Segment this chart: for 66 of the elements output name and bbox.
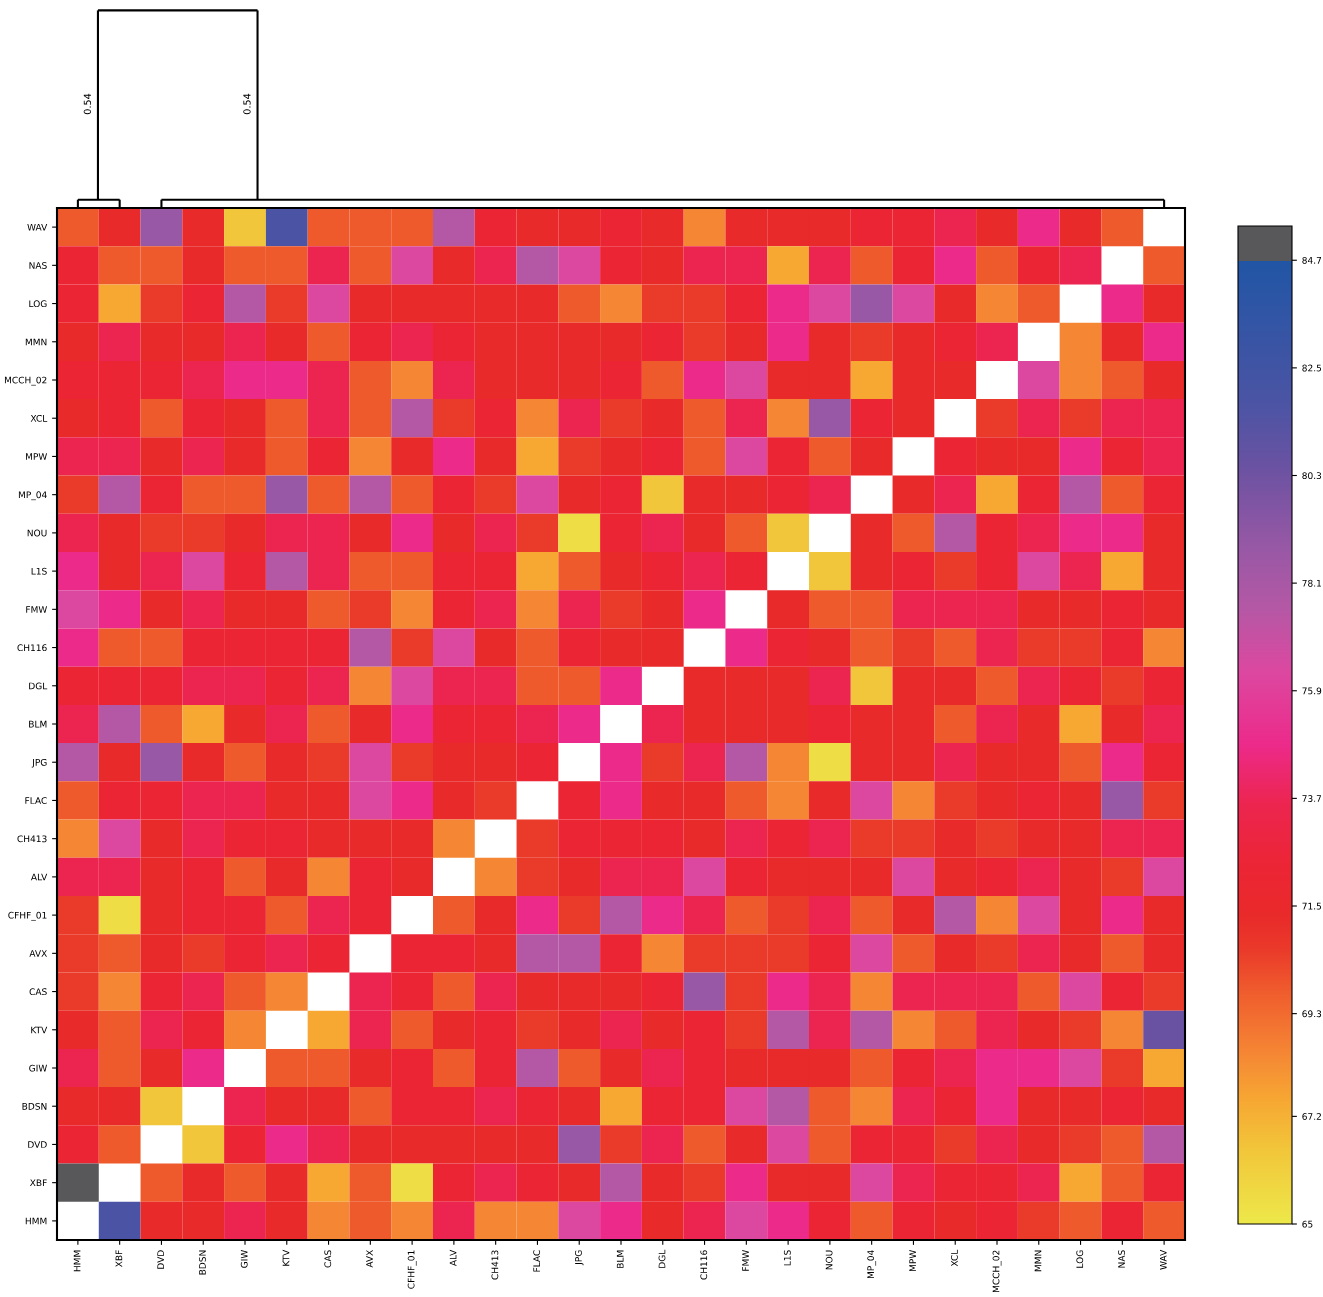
color-bar-label: 84.7 bbox=[1302, 256, 1322, 264]
color-bar-label: 67.2 bbox=[1302, 1113, 1321, 1120]
x-tick-label: FMW bbox=[742, 1250, 749, 1271]
x-tick-label: LOG bbox=[1076, 1250, 1084, 1268]
y-tick-label: XBF bbox=[29, 1179, 47, 1187]
x-tick-label: HMM bbox=[73, 1250, 81, 1272]
y-tick-label: L1S bbox=[31, 567, 47, 575]
y-tick-label: CFHF_01 bbox=[8, 911, 47, 921]
x-tick-label: MPW bbox=[909, 1250, 916, 1271]
x-tick-label: L1S bbox=[783, 1250, 791, 1266]
x-tick-label: DVD bbox=[157, 1250, 164, 1269]
y-tick-label: MP_04 bbox=[18, 491, 47, 501]
x-tick-label: XCL bbox=[951, 1249, 958, 1267]
text: 0.54 bbox=[83, 93, 92, 115]
color-bar-label: 73.7 bbox=[1302, 795, 1322, 802]
y-tick-label: DGL bbox=[29, 682, 48, 690]
x-tick-label: AVX bbox=[366, 1250, 373, 1268]
y-tick-label: AVX bbox=[29, 950, 47, 957]
x-tick-label: NAS bbox=[1118, 1250, 1125, 1268]
y-tick-label: JPG bbox=[31, 758, 47, 768]
x-tick-label: WAV bbox=[1160, 1249, 1167, 1270]
y-tick-label: NOU bbox=[27, 529, 47, 537]
y-tick-label: HMM bbox=[25, 1217, 47, 1225]
x-tick-label: CFHF_01 bbox=[407, 1250, 417, 1289]
x-tick-label: XBF bbox=[115, 1250, 123, 1268]
x-tick-label: ALV bbox=[449, 1249, 457, 1267]
color-bar-label: 78.1 bbox=[1302, 579, 1321, 587]
x-tick-label: KTV bbox=[282, 1249, 290, 1266]
y-tick-label: WAV bbox=[27, 223, 48, 231]
y-tick-label: CH413 bbox=[17, 835, 47, 843]
text: 0.54 bbox=[243, 93, 251, 115]
y-tick-label: FMW bbox=[26, 606, 47, 613]
x-tick-label: BLM bbox=[616, 1250, 624, 1268]
x-tick-label: FLAC bbox=[533, 1250, 541, 1272]
y-tick-label: FLAC bbox=[25, 797, 47, 804]
color-bar-label: 65 bbox=[1302, 1220, 1313, 1228]
y-tick-label: MCCH_02 bbox=[4, 376, 47, 386]
x-tick-label: CAS bbox=[324, 1250, 332, 1268]
color-bar-label: 80.3 bbox=[1302, 472, 1322, 480]
x-tick-label: DGL bbox=[658, 1249, 666, 1268]
y-tick-label: DVD bbox=[28, 1141, 47, 1148]
y-tick-label: MMN bbox=[25, 338, 47, 346]
y-tick-label: NAS bbox=[29, 262, 47, 269]
y-tick-label: BDSN bbox=[22, 1102, 47, 1110]
x-tick-label: CH116 bbox=[700, 1250, 708, 1280]
x-tick-label: NOU bbox=[825, 1250, 833, 1270]
x-tick-label: JPG bbox=[575, 1250, 584, 1266]
color-bar-label: 82.5 bbox=[1302, 364, 1322, 372]
y-tick-label: BLM bbox=[29, 720, 47, 728]
y-tick-label: MPW bbox=[26, 453, 47, 460]
color-bar-label: 69.3 bbox=[1302, 1010, 1322, 1018]
y-tick-label: LOG bbox=[29, 300, 47, 308]
y-tick-label: XCL bbox=[30, 414, 48, 422]
y-tick-label: CH116 bbox=[17, 644, 47, 652]
y-tick-label: CAS bbox=[29, 988, 47, 996]
color-bar-label: 75.9 bbox=[1302, 687, 1322, 695]
x-tick-label: MCCH_02 bbox=[992, 1250, 1002, 1293]
y-tick-label: GIW bbox=[29, 1064, 47, 1072]
x-tick-label: MP_04 bbox=[867, 1250, 877, 1279]
x-tick-label: GIW bbox=[240, 1250, 248, 1268]
color-bar-label: 71.5 bbox=[1302, 902, 1322, 910]
x-tick-label: CH413 bbox=[491, 1250, 499, 1280]
x-tick-label: MMN bbox=[1034, 1250, 1042, 1272]
x-tick-label: BDSN bbox=[199, 1250, 206, 1275]
y-tick-label: KTV bbox=[31, 1026, 48, 1034]
y-tick-label: ALV bbox=[30, 873, 48, 881]
